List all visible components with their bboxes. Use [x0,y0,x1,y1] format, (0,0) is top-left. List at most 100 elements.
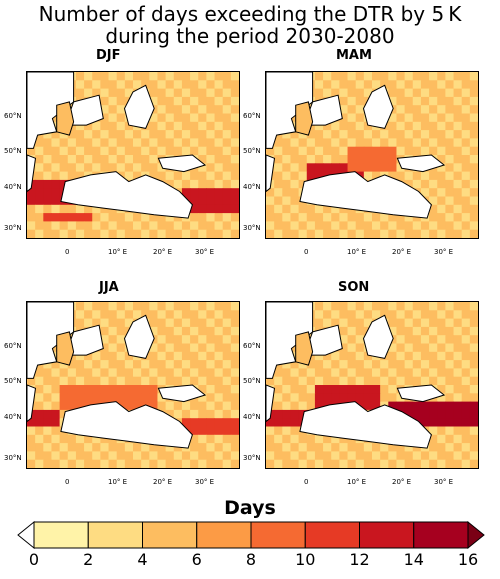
map-grid-cell [388,393,397,403]
map-grid-cell [445,204,455,214]
map-grid-cell [206,360,216,369]
map-grid-cell [75,360,85,369]
map-grid-cell [116,351,126,361]
map-grid-cell [124,229,134,238]
map-grid-cell [323,351,332,361]
map-grid-cell [282,221,291,231]
sea-area [157,154,207,173]
map-grid-cell [461,343,471,353]
map-grid-cell [290,418,300,427]
map-grid-cell [306,229,316,238]
map-grid-cell [420,138,430,148]
map-grid-cell [157,130,167,139]
map-grid-cell [290,196,300,206]
map-grid-cell [75,318,85,328]
map-grid-cell [469,318,478,328]
map-grid-cell [314,163,324,173]
map-grid-cell [429,434,438,444]
map-grid-cell [84,376,93,386]
lon-label: 10° E [347,248,367,256]
map-grid-cell [388,163,397,173]
map-grid-cell [230,88,239,98]
map-grid-cell [75,204,85,214]
map-grid-cell [100,72,110,81]
map-grid-cell [355,221,365,231]
map-grid-cell [222,318,232,328]
map-grid-cell [469,409,478,419]
map-grid-cell [388,451,397,461]
map-grid-cell [461,326,471,336]
map-grid-cell [124,360,134,369]
map-grid-cell [100,459,110,468]
map-grid-cell [149,229,158,238]
map-grid-cell [388,171,397,181]
map-grid-cell [51,121,61,131]
map-grid-cell [290,179,300,189]
map-grid-cell [108,302,118,311]
map-grid-cell [298,146,308,156]
map-grid-cell [363,88,373,98]
map-grid-cell [404,171,414,181]
map-grid-cell [190,229,199,238]
map-grid-cell [222,163,232,173]
map-grid-cell [469,434,478,444]
map-grid-cell [445,155,455,164]
map-grid-cell [27,196,36,206]
lon-label: 0 [304,478,309,486]
map-grid-cell [453,204,463,214]
map-grid-cell [198,376,207,386]
map-grid-cell [380,443,389,452]
map-grid-cell [469,418,478,427]
map-grid-cell [266,188,275,197]
map-grid-cell [412,401,422,411]
map-grid-cell [67,138,77,148]
sea-area [27,384,37,423]
map-grid-cell [173,146,183,156]
map-grid-cell [380,360,389,369]
map-grid-cell [298,179,308,189]
map-grid-cell [133,459,142,468]
map-grid-cell [116,213,126,222]
map-grid-cell [67,459,77,468]
map-grid-cell [75,146,85,156]
map-grid-cell [35,179,44,189]
map-grid-cell [206,376,216,386]
map-grid-cell [453,188,463,197]
lon-label: 20° E [153,478,173,486]
map-grid-cell [372,368,381,378]
lon-label: 30° E [195,478,215,486]
map-grid-cell [116,385,126,394]
map-grid-cell [59,171,69,181]
figure-title-line1: Number of days exceeding the DTR by 5 K [38,2,462,26]
map-grid-cell [469,343,478,353]
map-grid-cell [149,88,158,98]
map-grid-cell [290,409,300,419]
map-grid-cell [429,146,438,156]
map-grid-cell [290,459,300,468]
map-grid-cell [323,393,332,403]
colorbar-segment [142,521,198,549]
map-grid-cell [282,204,291,214]
map-grid-cell [84,155,93,164]
map-grid-cell [420,171,430,181]
map-grid-cell [412,451,422,461]
map-grid-cell [230,80,239,90]
map-grid-cell [331,351,340,361]
map-grid-cell [453,426,463,436]
map-grid-cell [165,451,175,461]
map-grid-cell [92,368,101,378]
map-grid-cell [469,393,478,403]
map-grid-cell [429,138,438,148]
map-grid-cell [75,459,85,468]
map-grid-cell [396,113,406,123]
map-grid-cell [133,163,142,173]
map-grid-cell [412,229,422,238]
map-grid-cell [222,130,232,139]
map-grid-cell [51,434,61,444]
map-grid-cell [363,376,373,386]
map-grid-cell [380,72,389,81]
map-grid-cell [198,113,207,123]
map-grid-cell [445,426,455,436]
map-grid-cell [453,326,463,336]
map-grid-cell [331,443,340,452]
